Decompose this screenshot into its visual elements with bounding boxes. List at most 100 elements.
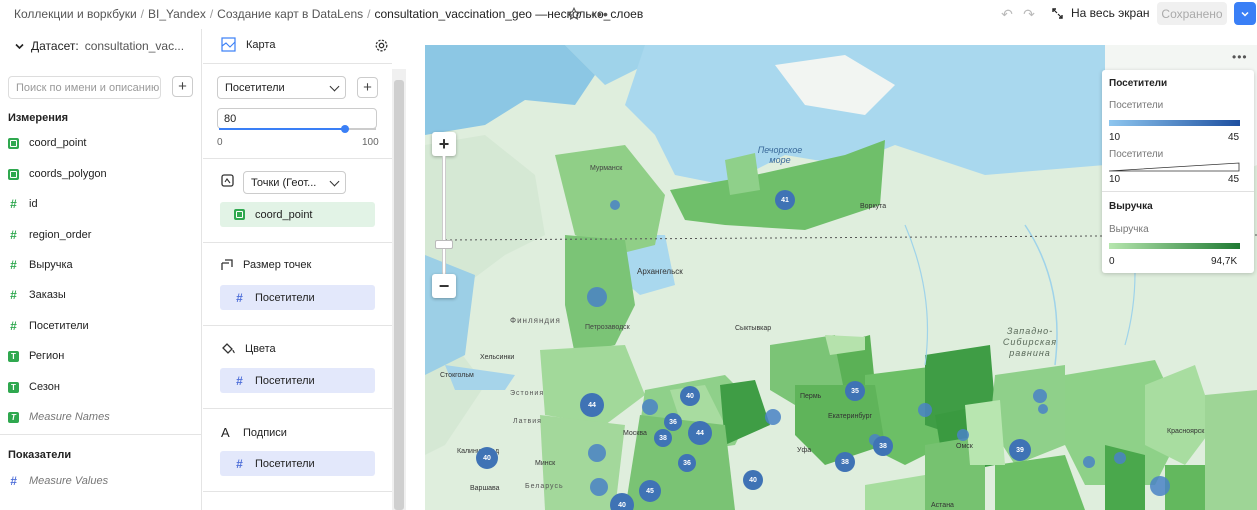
zoom-rail[interactable]: [442, 156, 446, 274]
map-cluster[interactable]: 45: [639, 480, 661, 502]
map-label-city: Пермь: [800, 393, 822, 400]
map-cluster[interactable]: 38: [873, 436, 893, 456]
map-cluster[interactable]: 36: [678, 454, 696, 472]
saved-button[interactable]: Сохранено: [1157, 2, 1227, 25]
slider-min-label: 0: [217, 137, 223, 148]
opacity-slider-handle[interactable]: [340, 125, 349, 133]
map-label-city: Мурманск: [590, 165, 623, 172]
size-field-chip[interactable]: # Посетители: [220, 285, 375, 310]
legend-size-title: Посетители: [1109, 78, 1168, 89]
add-layer-button[interactable]: +: [357, 77, 378, 98]
dimension-item[interactable]: T Measure Names: [8, 407, 110, 427]
map-point[interactable]: [1033, 389, 1047, 403]
legend-color-subtitle: Выручка: [1109, 224, 1149, 235]
geo-icon: [8, 168, 19, 180]
redo-icon[interactable]: ↷: [1023, 5, 1035, 22]
map-point[interactable]: [588, 444, 606, 462]
map-cluster[interactable]: 39: [1009, 439, 1031, 461]
breadcrumb-item-collections[interactable]: Коллекции и воркбуки: [14, 7, 137, 21]
map-point[interactable]: [1114, 452, 1126, 464]
geo-icon: [234, 209, 245, 220]
map-point[interactable]: [1038, 404, 1048, 414]
color-field-chip[interactable]: # Посетители: [220, 368, 375, 393]
map-point[interactable]: [957, 429, 969, 441]
number-icon: #: [10, 258, 17, 272]
panel-scrollbar-thumb[interactable]: [394, 80, 404, 510]
map-cluster[interactable]: 40: [476, 447, 498, 469]
map-cluster[interactable]: 44: [688, 421, 712, 445]
field-label: id: [29, 198, 38, 210]
map-point[interactable]: [1150, 476, 1170, 496]
dimension-item[interactable]: coords_polygon: [8, 164, 107, 184]
labels-field-chip[interactable]: # Посетители: [220, 451, 375, 476]
dimension-item[interactable]: T Сезон: [8, 377, 60, 397]
geo-icon: [8, 137, 19, 149]
geo-type-select[interactable]: Точки (Геот...: [243, 171, 346, 194]
opacity-input[interactable]: 80: [217, 108, 377, 129]
geo-field-chip[interactable]: coord_point: [220, 202, 375, 227]
add-field-button[interactable]: +: [172, 76, 193, 97]
map-cluster[interactable]: 40: [680, 386, 700, 406]
text-icon: T: [8, 381, 19, 393]
map-point[interactable]: [610, 200, 620, 210]
field-label: Заказы: [29, 289, 66, 301]
zoom-in-button[interactable]: +: [432, 132, 456, 156]
map-cluster[interactable]: 35: [845, 381, 865, 401]
dimension-item[interactable]: # region_order: [8, 225, 91, 245]
map-point[interactable]: [587, 287, 607, 307]
map-label-city: Астана: [931, 502, 954, 509]
layer-select[interactable]: Посетители: [217, 76, 346, 99]
map-cluster[interactable]: 38: [654, 429, 672, 447]
slider-max-label: 100: [362, 137, 379, 148]
map-point[interactable]: [918, 403, 932, 417]
map-icon: [221, 37, 236, 52]
save-options-button[interactable]: [1234, 2, 1256, 25]
more-options-icon[interactable]: •••: [591, 6, 609, 22]
zoom-handle[interactable]: [435, 240, 453, 249]
dimension-item[interactable]: # Выручка: [8, 255, 72, 275]
map-cluster[interactable]: 40: [610, 493, 634, 510]
top-bar: Коллекции и воркбуки / BI_Yandex / Создание …: [0, 0, 1257, 28]
fullscreen-button[interactable]: На весь экран: [1052, 6, 1150, 20]
number-icon: #: [10, 474, 17, 488]
zoom-out-button[interactable]: −: [432, 274, 456, 298]
map-point[interactable]: [765, 409, 781, 425]
breadcrumb-item-bi-yandex[interactable]: BI_Yandex: [148, 7, 206, 21]
map-cluster[interactable]: 44: [580, 393, 604, 417]
breadcrumb-item-current: consultation_vaccination_geo —несколько_…: [374, 7, 644, 21]
map-point[interactable]: [1083, 456, 1095, 468]
map-cluster[interactable]: 36: [664, 413, 682, 431]
dimension-item[interactable]: # id: [8, 194, 38, 214]
measure-item[interactable]: # Measure Values: [8, 471, 108, 491]
undo-icon[interactable]: ↶: [1001, 5, 1013, 22]
number-icon: #: [10, 288, 17, 302]
breadcrumb-item-workbook[interactable]: Создание карт в DataLens: [217, 7, 364, 21]
chip-label: coord_point: [255, 208, 313, 221]
dimension-item[interactable]: T Регион: [8, 346, 64, 366]
map-point[interactable]: [590, 478, 608, 496]
map-legend: Посетители Посетители 10 45 Посетители 1…: [1102, 70, 1254, 273]
number-icon: #: [10, 319, 17, 333]
star-icon[interactable]: [565, 5, 583, 23]
map-cluster[interactable]: 41: [775, 190, 795, 210]
dataset-selector[interactable]: Датасет: consultation_vac...: [14, 39, 184, 53]
map-cluster[interactable]: 40: [743, 470, 763, 490]
visualization-type-selector[interactable]: Карта: [221, 37, 275, 52]
number-icon: #: [10, 197, 17, 211]
settings-gear-icon[interactable]: [374, 38, 389, 58]
layer-select-value: Посетители: [225, 81, 285, 94]
measures-title: Показатели: [8, 449, 72, 461]
field-search-input[interactable]: Поиск по имени и описанию: [8, 76, 161, 99]
number-icon: #: [236, 456, 243, 471]
map-more-icon[interactable]: •••: [1232, 50, 1248, 64]
map-label-city: Воркута: [860, 203, 887, 210]
map-point[interactable]: [642, 399, 658, 415]
dimension-item[interactable]: # Заказы: [8, 285, 66, 305]
legend-size2-subtitle: Посетители: [1109, 149, 1164, 160]
dimension-item[interactable]: # Посетители: [8, 316, 89, 336]
field-label: Measure Names: [29, 411, 110, 423]
dimension-item[interactable]: coord_point: [8, 133, 87, 153]
paint-bucket-icon: [222, 343, 235, 354]
legend-color-title: Выручка: [1109, 201, 1153, 212]
map-cluster[interactable]: 38: [835, 452, 855, 472]
